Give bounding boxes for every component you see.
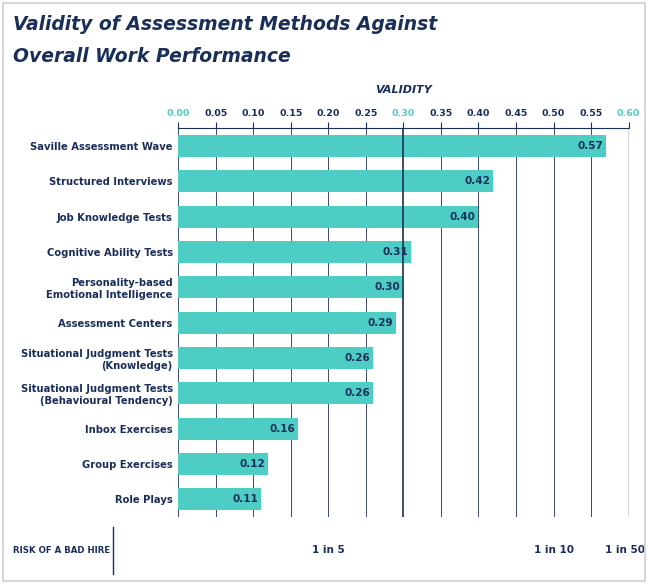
Text: 0.30: 0.30 bbox=[375, 282, 400, 293]
Text: VALIDITY: VALIDITY bbox=[375, 85, 432, 95]
Text: 1 in 50: 1 in 50 bbox=[605, 545, 645, 555]
Bar bbox=[178, 347, 373, 369]
Text: 0.26: 0.26 bbox=[345, 388, 371, 398]
Text: 1 in 5: 1 in 5 bbox=[312, 545, 345, 555]
Bar bbox=[178, 241, 411, 263]
Text: 0.40: 0.40 bbox=[450, 212, 476, 222]
Bar bbox=[178, 453, 268, 475]
Text: 0.57: 0.57 bbox=[577, 141, 603, 151]
Bar bbox=[178, 276, 403, 298]
Bar bbox=[178, 312, 396, 333]
Text: 0.31: 0.31 bbox=[382, 247, 408, 257]
Text: Validity of Assessment Methods Against: Validity of Assessment Methods Against bbox=[13, 15, 437, 34]
Text: 0.26: 0.26 bbox=[345, 353, 371, 363]
Text: 0.11: 0.11 bbox=[232, 494, 258, 504]
Bar bbox=[178, 171, 494, 192]
Text: 0.12: 0.12 bbox=[240, 459, 265, 469]
Bar bbox=[178, 418, 298, 440]
Text: 1 in 10: 1 in 10 bbox=[533, 545, 573, 555]
Text: 0.42: 0.42 bbox=[465, 176, 491, 186]
Bar bbox=[178, 488, 260, 510]
Bar bbox=[178, 206, 478, 228]
Bar bbox=[178, 135, 606, 157]
Bar bbox=[178, 383, 373, 404]
Text: 0.29: 0.29 bbox=[367, 318, 393, 328]
Text: RISK OF A BAD HIRE: RISK OF A BAD HIRE bbox=[13, 546, 110, 555]
Text: Overall Work Performance: Overall Work Performance bbox=[13, 47, 291, 66]
Text: 0.16: 0.16 bbox=[270, 423, 295, 433]
